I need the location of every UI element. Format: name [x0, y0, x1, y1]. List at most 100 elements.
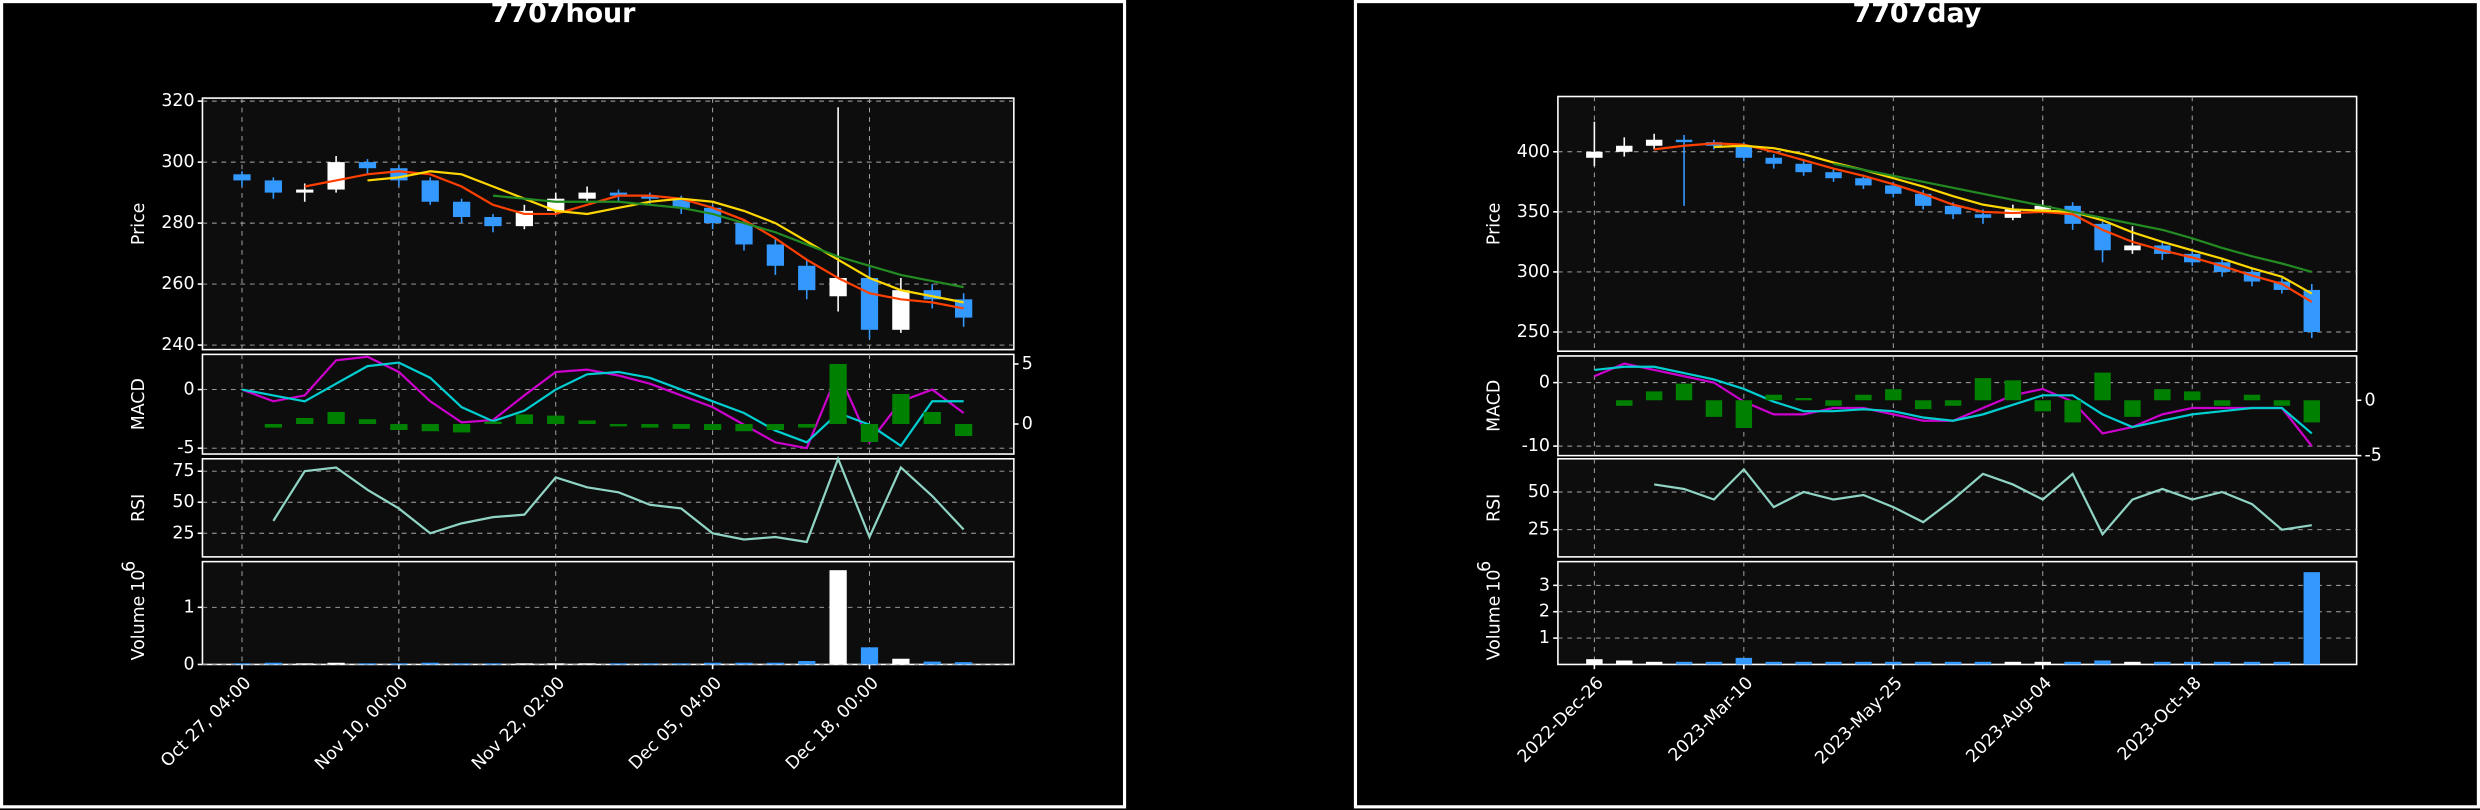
volume-bar: [327, 662, 345, 665]
candle-body: [703, 207, 722, 224]
candle-body: [2243, 271, 2261, 282]
volume-bar: [1765, 661, 1782, 665]
histogram-bar: [860, 424, 879, 443]
volume-bar: [547, 663, 565, 665]
histogram-bar: [327, 412, 345, 425]
volume-bar: [2273, 661, 2291, 665]
axis-scale-exponent: 6: [1475, 561, 1495, 572]
series-line: [272, 455, 965, 544]
histogram-bar: [2243, 394, 2261, 401]
y-tick-label: 1: [183, 597, 194, 617]
histogram-bar: [421, 424, 439, 432]
volume-bar: [1616, 660, 1633, 665]
y-tick-label: 0: [1539, 373, 1550, 393]
panel: [201, 457, 1015, 558]
candle-body: [641, 195, 659, 199]
axis-label: Volume: [129, 596, 149, 661]
candle-body: [609, 192, 628, 196]
volume-bar: [452, 663, 471, 665]
histogram-bar: [2213, 400, 2231, 406]
axis-label: RSI: [1485, 494, 1505, 522]
histogram-bar: [2094, 372, 2111, 401]
y-tick-label: 50: [1528, 482, 1550, 502]
axis-scale-exponent: 6: [120, 561, 140, 572]
histogram-bar: [954, 424, 973, 437]
panel: [1557, 560, 2358, 666]
histogram-bar: [2184, 391, 2201, 401]
y-tick-label: 250: [1517, 322, 1550, 342]
candle-body: [2273, 281, 2291, 290]
panel: [1557, 95, 2358, 353]
histogram-bar: [735, 424, 753, 432]
volume-bar: [233, 663, 251, 665]
volume-bar: [609, 663, 628, 665]
histogram-bar: [2064, 400, 2081, 423]
y-tick-label: 320: [161, 91, 194, 111]
histogram-bar: [296, 418, 314, 425]
y2-tick-label: 0: [1022, 414, 1033, 434]
candle-body: [2034, 205, 2051, 210]
volume-bar: [296, 663, 314, 665]
histogram-bar: [1944, 400, 1962, 406]
candle-body: [1855, 178, 1872, 186]
volume-bar: [923, 661, 941, 665]
histogram-bar: [390, 424, 408, 431]
histogram-bar: [2124, 400, 2141, 417]
volume-bar: [1974, 661, 1992, 665]
histogram-bar: [2004, 380, 2022, 401]
volume-bar: [2184, 661, 2201, 665]
histogram-bar: [1885, 389, 1902, 401]
histogram-bar: [578, 420, 596, 425]
candle-body: [1616, 145, 1633, 152]
volume-bar: [2034, 661, 2051, 665]
axis-label: RSI: [129, 494, 149, 522]
y-tick-label: 50: [172, 492, 194, 512]
histogram-bar: [1705, 400, 1723, 417]
volume-bar: [515, 663, 533, 665]
volume-bar: [2213, 661, 2231, 665]
histogram-bar: [2273, 400, 2291, 406]
histogram-bar: [641, 424, 659, 428]
volume-bar: [1885, 661, 1902, 665]
volume-bar: [421, 662, 439, 665]
histogram-bar: [1765, 394, 1782, 401]
volume-bar: [2004, 661, 2022, 665]
volume-bar: [2064, 661, 2081, 665]
y-tick-label: 280: [161, 213, 194, 233]
histogram-bar: [672, 424, 690, 429]
candle-body: [672, 198, 690, 208]
panel: [201, 353, 1015, 455]
histogram-bar: [1675, 383, 1693, 401]
volume-bar: [1944, 661, 1962, 665]
candle-body: [578, 192, 596, 199]
y-tick-label: 75: [172, 461, 194, 481]
y-tick-label: 400: [1517, 142, 1550, 162]
candle-body: [1914, 193, 1932, 206]
volume-bar: [892, 658, 910, 665]
y-tick-label: -10: [1522, 436, 1550, 456]
y-tick-label: 300: [161, 152, 194, 172]
volume-bar: [860, 647, 879, 665]
candle-body: [798, 265, 816, 291]
volume-bar: [2124, 661, 2141, 665]
candle-body: [892, 290, 910, 330]
histogram-bar: [1855, 394, 1872, 401]
volume-bar: [2303, 572, 2321, 665]
histogram-bar: [923, 412, 941, 425]
histogram-bar: [547, 415, 565, 425]
histogram-bar: [1795, 398, 1812, 401]
candle-body: [2124, 245, 2141, 251]
panel: [201, 97, 1015, 351]
axis-scale-base: 10: [129, 570, 149, 592]
candle-body: [264, 180, 282, 193]
histogram-bar: [264, 424, 282, 428]
candle-body: [1675, 139, 1693, 143]
y-tick-label: 25: [1528, 520, 1550, 540]
y-tick-label: 1: [1539, 628, 1550, 648]
candle-body: [2213, 262, 2231, 272]
candle-body: [2303, 289, 2321, 332]
volume-bar: [1914, 661, 1932, 665]
candle-body: [452, 201, 471, 217]
